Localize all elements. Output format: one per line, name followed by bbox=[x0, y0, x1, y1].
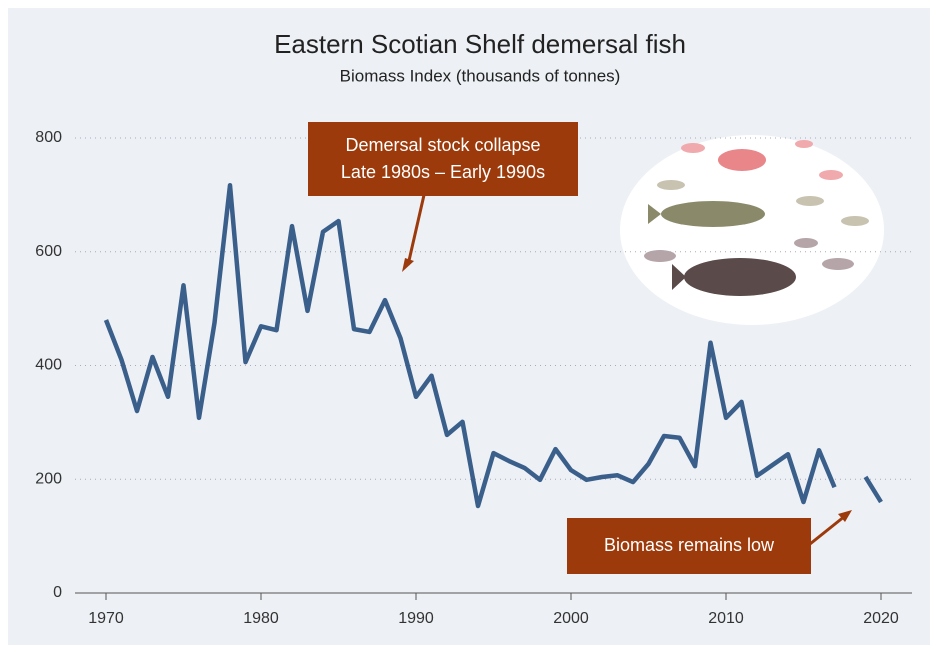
annotation-low: Biomass remains low bbox=[567, 510, 852, 574]
y-tick-label: 600 bbox=[35, 243, 62, 260]
y-tick-label: 400 bbox=[35, 357, 62, 374]
fish-illustration bbox=[620, 135, 884, 325]
chart-subtitle: Biomass Index (thousands of tonnes) bbox=[340, 66, 621, 85]
y-tick-label: 800 bbox=[35, 129, 62, 146]
annotation-text: Demersal stock collapse bbox=[345, 135, 540, 155]
x-tick-label: 1990 bbox=[398, 610, 434, 627]
annotation-collapse: Demersal stock collapse Late 1980s – Ear… bbox=[308, 122, 578, 272]
x-tick-label: 1980 bbox=[243, 610, 279, 627]
x-tick-label: 2010 bbox=[708, 610, 744, 627]
annotation-text: Biomass remains low bbox=[604, 535, 775, 555]
data-line bbox=[103, 182, 883, 509]
x-tick-label: 2000 bbox=[553, 610, 589, 627]
x-tick-label: 1970 bbox=[88, 610, 124, 627]
x-tick-label: 2020 bbox=[863, 610, 899, 627]
chart-title: Eastern Scotian Shelf demersal fish bbox=[274, 29, 686, 59]
y-tick-label: 0 bbox=[53, 584, 62, 601]
y-tick-label: 200 bbox=[35, 470, 62, 487]
annotation-text: Late 1980s – Early 1990s bbox=[341, 162, 545, 182]
plot: 0 200 400 600 800 1970 1980 1990 2000 2010 2020 bbox=[35, 129, 912, 627]
